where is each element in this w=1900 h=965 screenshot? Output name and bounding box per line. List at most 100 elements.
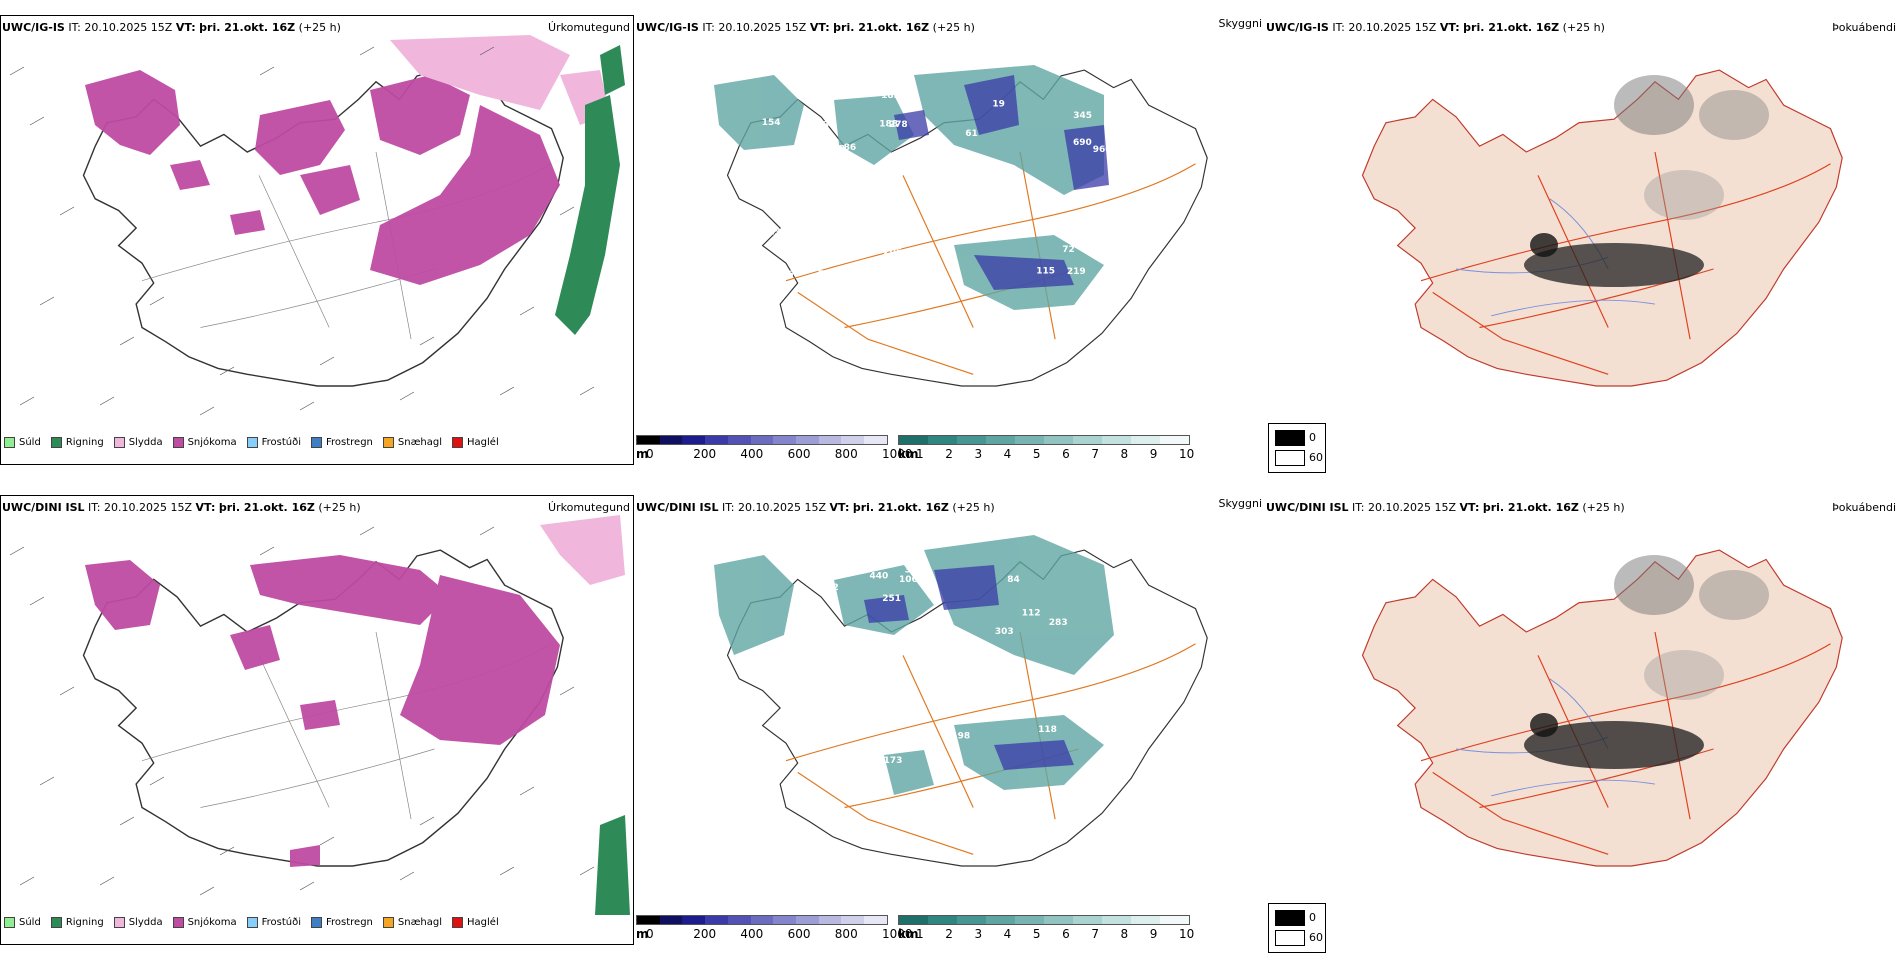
model-label: UWC/IG-IS — [636, 21, 699, 34]
colorbar-tick-label: 600 — [787, 927, 811, 941]
panel-title: Skyggni — [1218, 17, 1262, 30]
colorbar-segment — [1015, 916, 1044, 924]
ceiling-value-label: 86 — [844, 143, 857, 153]
legend-label: Slydda — [128, 437, 163, 448]
ceiling-value-label: 203 — [744, 271, 763, 281]
precip-legend: Súld Rigning Slydda Snjókoma Frostúði Fr… — [4, 437, 499, 448]
colorbar-segment — [957, 916, 986, 924]
colorbar-tick-label: 4 — [1003, 447, 1012, 461]
ceiling-value-label: 301 — [921, 654, 940, 664]
ceiling-value-label: 138 — [856, 749, 875, 759]
fog-index-panel: UWC/IG-IS IT: 20.10.2025 15Z VT: þri. 21… — [1264, 15, 1900, 465]
fog-legend-swatch-0 — [1275, 430, 1305, 446]
colorbar-segment — [750, 436, 774, 444]
colorbar-segment — [705, 916, 728, 924]
colorbar-segment — [899, 436, 928, 444]
colorbar-segment — [1044, 436, 1073, 444]
colorbar-tick-label: 9 — [1149, 927, 1158, 941]
rain-areas — [555, 45, 625, 335]
ceiling-unit: m — [636, 447, 649, 461]
ceiling-value-label: 164 — [740, 258, 759, 268]
ceiling-value-label: 144 — [801, 250, 820, 260]
colorbar-tick-label: 8 — [1120, 927, 1129, 941]
colorbar-segment — [682, 436, 706, 444]
legend-label: Snjókoma — [187, 437, 237, 448]
colorbar-tick-label: 10 — [1179, 927, 1195, 941]
cloud-map: 643 84 172 112 201 118 162 175 283 303 208 330 342 30… — [714, 535, 1208, 867]
fog-legend: 0 60 — [1268, 423, 1326, 473]
wind-barbs — [9, 46, 595, 416]
legend-label: Rigning — [65, 437, 104, 448]
sleet-areas — [540, 515, 625, 585]
it-value: 20.10.2025 15Z — [1348, 21, 1437, 34]
ceiling-value-label: 152 — [802, 708, 821, 718]
legend-label: Súld — [19, 917, 41, 928]
colorbar-tick-label: 2 — [945, 447, 953, 461]
vt-value: þri. 21.okt. 16Z — [852, 501, 949, 514]
colorbar-segment — [841, 436, 865, 444]
ceiling-value-label: 162 — [799, 685, 818, 695]
ceiling-value-label: 152 — [933, 167, 952, 177]
visibility-colorbar: km 1 2 3 4 5 6 7 8 9 10 — [898, 915, 1198, 943]
colorbar-segment — [864, 916, 887, 924]
ceiling-colorbar-bar — [636, 435, 888, 445]
lead-time: (+25 h) — [1582, 501, 1625, 514]
colorbar-tick-label: 1000 — [882, 927, 913, 941]
colorbar-segment — [659, 436, 683, 444]
vt-value: þri. 21.okt. 16Z — [1482, 501, 1579, 514]
colorbar-segment — [796, 436, 819, 444]
legend-label: Frostúði — [261, 917, 301, 928]
legend-label: Haglél — [467, 917, 499, 928]
fog-legend-label-60: 60 — [1309, 931, 1323, 944]
ceiling-value-label: 145 — [921, 278, 940, 288]
legend-swatch — [113, 917, 125, 928]
colorbar-tick-label: 5 — [1032, 447, 1041, 461]
lead-time: (+25 h) — [1562, 21, 1605, 34]
panel-title: Þokuábendi — [1832, 21, 1896, 34]
colorbar-segment — [1044, 916, 1073, 924]
legend-swatch — [382, 917, 394, 928]
ceiling-value-label: 345 — [1073, 111, 1092, 121]
legend-swatch — [311, 437, 322, 448]
colorbar-tick-label: 7 — [1091, 447, 1099, 461]
legend-item: Snjókoma — [172, 917, 237, 928]
colorbar-tick-label: 2 — [945, 927, 953, 941]
vt-label: VT: — [175, 21, 196, 34]
ceiling-value-label: 960 — [1093, 145, 1112, 155]
it-label: IT: — [88, 501, 101, 514]
fog-legend-label-0: 0 — [1309, 431, 1316, 444]
legend-item: Rigning — [50, 917, 104, 928]
legend-swatch — [113, 437, 125, 448]
panel-header: UWC/DINI ISL IT: 20.10.2025 15Z VT: þri.… — [636, 501, 995, 514]
ceiling-value-label: 189 — [813, 226, 832, 236]
ceiling-value-label: 154 — [994, 201, 1013, 211]
ceiling-value-label: 289 — [1108, 156, 1127, 166]
legend-item: Haglél — [452, 437, 499, 448]
colorbar-segment — [1131, 436, 1160, 444]
colorbar-segment — [818, 916, 842, 924]
it-label: IT: — [722, 501, 735, 514]
colorbar-tick-label: 0 — [646, 927, 654, 941]
ceiling-value-label: 118 — [1038, 725, 1057, 735]
it-value: 20.10.2025 15Z — [1368, 501, 1457, 514]
colorbar-segment — [1102, 916, 1131, 924]
vt-label: VT: — [1439, 21, 1460, 34]
colorbar-tick-label: 400 — [740, 447, 764, 461]
colorbar-tick-label: 800 — [834, 927, 858, 941]
ceiling-value-label: 84 — [1007, 575, 1020, 585]
colorbar-tick-label: 6 — [1062, 927, 1070, 941]
colorbar-tick-label: 3 — [974, 447, 983, 461]
vt-value: þri. 21.okt. 16Z — [833, 21, 930, 34]
visibility-colorbar: km 1 2 3 4 5 6 7 8 9 10 — [898, 435, 1198, 463]
visibility-colorbar-bar — [898, 435, 1190, 445]
colorbar-segment — [1160, 436, 1189, 444]
model-row-dini-isl: UWC/DINI ISL IT: 20.10.2025 15Z VT: þri.… — [0, 495, 1900, 965]
panel-title: Úrkomutegund — [548, 21, 630, 34]
it-label: IT: — [68, 21, 81, 34]
ceiling-value-label: 12 — [833, 145, 846, 155]
legend-swatch — [172, 437, 184, 448]
it-label: IT: — [1332, 21, 1345, 34]
fog-index-panel: UWC/DINI ISL IT: 20.10.2025 15Z VT: þri.… — [1264, 495, 1900, 945]
legend-swatch — [382, 437, 394, 448]
fog-legend: 0 60 — [1268, 903, 1326, 953]
